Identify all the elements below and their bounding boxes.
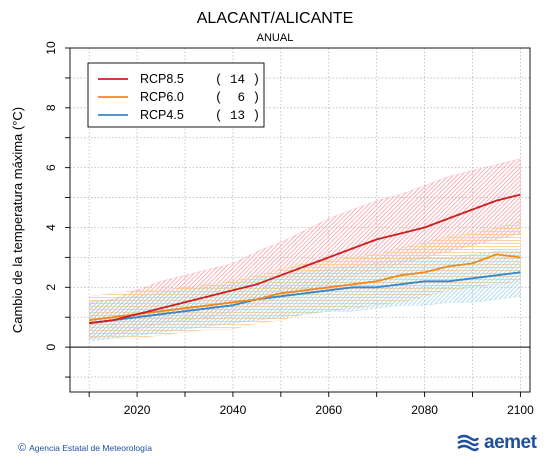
legend-count: ( 13 ) bbox=[215, 109, 260, 123]
legend-box bbox=[87, 62, 265, 128]
y-tick-label: 8 bbox=[44, 104, 58, 111]
agency-credit: © Agencia Estatal de Meteorología bbox=[18, 442, 152, 454]
y-tick-label: 4 bbox=[44, 224, 58, 231]
x-tick-label: 2080 bbox=[411, 403, 438, 417]
legend-count: ( 6 ) bbox=[215, 91, 260, 105]
series-line-rcp85 bbox=[89, 193, 521, 325]
chart-subtitle: ANUAL bbox=[256, 32, 294, 44]
legend-label: RCP8.5 bbox=[140, 72, 184, 86]
series-line-rcp45 bbox=[89, 271, 521, 325]
series-line-rcp60 bbox=[89, 253, 521, 322]
x-tick-label: 2060 bbox=[315, 403, 342, 417]
y-tick-label: 0 bbox=[44, 343, 58, 350]
plot-frame bbox=[69, 47, 531, 393]
aemet-logo: aemet bbox=[456, 432, 537, 454]
y-tick-label: 2 bbox=[44, 284, 58, 291]
chart-title: ALACANT/ALICANTE bbox=[196, 10, 354, 27]
x-tick-label: 2040 bbox=[220, 403, 247, 417]
aemet-logo-text: aemet bbox=[484, 432, 537, 453]
agency-name: Agencia Estatal de Meteorología bbox=[29, 443, 152, 453]
y-axis-label: Cambio de la temperatura máxima (°C) bbox=[10, 107, 25, 333]
chart-area: 024681020202040206020802100AñoCambio de … bbox=[10, 41, 534, 417]
y-tick-label: 6 bbox=[44, 164, 58, 171]
x-tick-label: 2100 bbox=[507, 403, 534, 417]
legend-label: RCP4.5 bbox=[140, 108, 184, 122]
y-tick-label: 10 bbox=[44, 41, 58, 55]
x-tick-label: 2020 bbox=[124, 403, 151, 417]
copyright-icon: © bbox=[18, 442, 27, 454]
aemet-logo-icon bbox=[457, 434, 480, 452]
legend-label: RCP6.0 bbox=[140, 90, 184, 104]
legend-count: ( 14 ) bbox=[215, 73, 260, 87]
